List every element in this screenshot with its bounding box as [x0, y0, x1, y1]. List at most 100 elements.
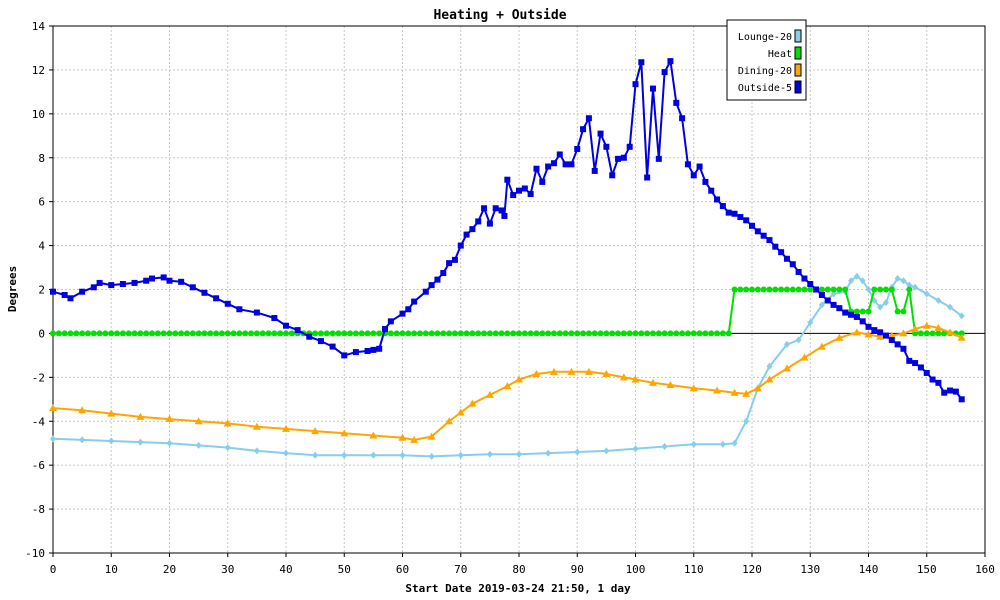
- data-point: [463, 231, 470, 238]
- x-tick-label: 60: [396, 563, 409, 576]
- data-point: [481, 205, 488, 212]
- data-point: [765, 375, 774, 383]
- data-point: [149, 275, 156, 282]
- data-point: [696, 330, 703, 337]
- data-point: [615, 330, 622, 337]
- data-point: [574, 145, 581, 152]
- data-point: [620, 330, 627, 337]
- data-point: [911, 325, 920, 333]
- data-point: [772, 286, 779, 293]
- data-point: [312, 330, 319, 337]
- data-point: [451, 330, 458, 337]
- data-point: [848, 277, 855, 285]
- data-point: [125, 330, 132, 337]
- data-point: [445, 417, 454, 425]
- data-point: [533, 165, 540, 172]
- data-point: [941, 330, 948, 337]
- data-point: [341, 451, 348, 459]
- data-point: [434, 330, 441, 337]
- x-tick-label: 30: [221, 563, 234, 576]
- data-point: [352, 330, 359, 337]
- data-point: [906, 286, 913, 293]
- data-point: [427, 432, 436, 440]
- data-point: [690, 440, 697, 448]
- y-tick-label: 14: [32, 20, 46, 33]
- data-point: [224, 300, 231, 307]
- data-point: [615, 155, 622, 162]
- data-point: [818, 291, 825, 298]
- data-point: [900, 277, 907, 285]
- y-axis-label: Degrees: [6, 266, 19, 312]
- data-point: [434, 276, 441, 283]
- data-point: [440, 330, 447, 337]
- data-point: [743, 217, 750, 224]
- data-point: [475, 218, 482, 225]
- data-point: [871, 327, 878, 334]
- data-point: [760, 286, 767, 293]
- data-point: [317, 330, 324, 337]
- data-point: [689, 384, 698, 392]
- data-point: [603, 143, 610, 150]
- data-point: [67, 330, 74, 337]
- data-point: [935, 330, 942, 337]
- y-tick-label: -4: [32, 415, 46, 428]
- data-point: [236, 330, 243, 337]
- data-point: [684, 161, 691, 168]
- data-point: [859, 277, 866, 285]
- data-point: [166, 277, 173, 284]
- data-point: [253, 330, 260, 337]
- data-point: [853, 272, 860, 280]
- data-point: [935, 379, 942, 386]
- data-point: [108, 330, 115, 337]
- data-point: [649, 85, 656, 92]
- data-point: [486, 450, 493, 458]
- data-point: [848, 311, 855, 318]
- data-point: [836, 286, 843, 293]
- data-point: [725, 209, 732, 216]
- series-outside-5: [50, 58, 965, 403]
- data-point: [714, 196, 721, 203]
- data-point: [585, 115, 592, 122]
- x-tick-label: 110: [684, 563, 704, 576]
- data-point: [580, 330, 587, 337]
- data-point: [871, 286, 878, 293]
- data-point: [568, 330, 575, 337]
- data-point: [329, 330, 336, 337]
- data-point: [807, 281, 814, 288]
- legend-label: Heat: [768, 49, 792, 60]
- data-point: [742, 389, 751, 397]
- y-tick-label: 2: [38, 284, 45, 297]
- data-point: [912, 360, 919, 367]
- data-point: [906, 357, 913, 364]
- data-point: [609, 172, 616, 179]
- data-point: [213, 330, 220, 337]
- legend: Lounge-20 Heat Dining-20 Outside-5: [726, 19, 807, 101]
- x-tick-label: 80: [512, 563, 525, 576]
- y-tick-label: -2: [32, 371, 45, 384]
- data-point: [922, 321, 931, 329]
- data-point: [923, 290, 930, 298]
- data-point: [830, 301, 837, 308]
- data-point: [730, 388, 739, 396]
- data-point: [817, 342, 826, 350]
- y-tick-label: 10: [32, 108, 45, 121]
- data-point: [947, 387, 954, 394]
- x-tick-label: 90: [571, 563, 584, 576]
- data-point: [475, 330, 482, 337]
- data-point: [61, 330, 68, 337]
- data-point: [521, 185, 528, 192]
- data-point: [160, 274, 167, 281]
- legend-item: Outside-5: [738, 80, 802, 94]
- data-point: [143, 277, 150, 284]
- data-point: [690, 330, 697, 337]
- data-point: [626, 330, 633, 337]
- data-point: [259, 330, 266, 337]
- data-point: [195, 330, 202, 337]
- data-point: [341, 330, 348, 337]
- data-point: [591, 330, 598, 337]
- data-point: [50, 288, 56, 295]
- data-point: [527, 330, 534, 337]
- data-point: [644, 174, 651, 181]
- data-point: [783, 340, 790, 348]
